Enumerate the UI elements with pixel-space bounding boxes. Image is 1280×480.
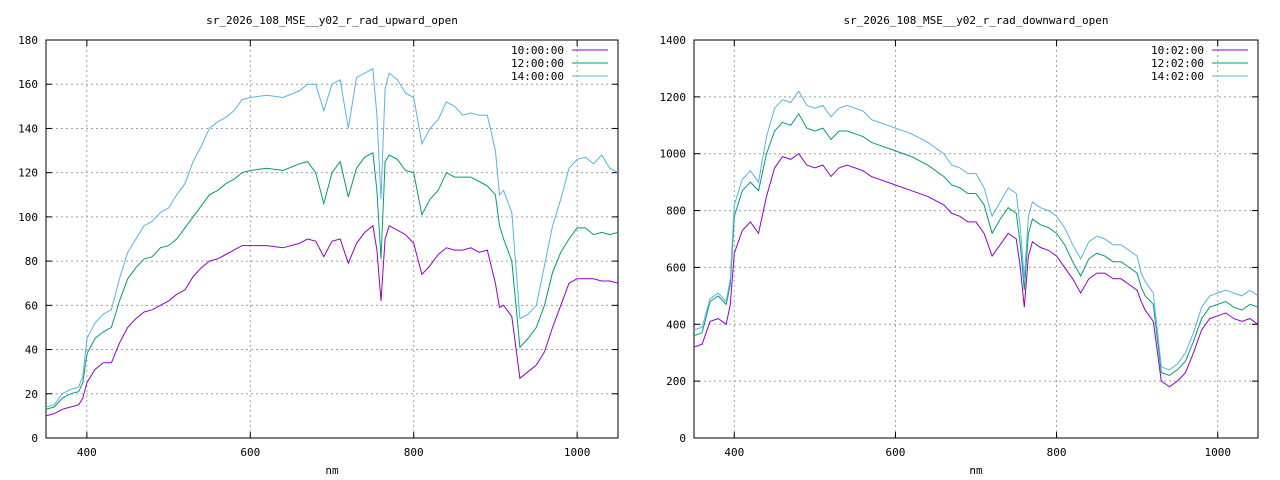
y-tick-label: 0 <box>679 432 686 445</box>
y-tick-label: 80 <box>25 255 38 268</box>
y-tick-label: 20 <box>25 388 38 401</box>
x-tick-label: 400 <box>77 446 97 459</box>
y-tick-label: 140 <box>18 122 38 135</box>
x-tick-label: 600 <box>240 446 260 459</box>
legend-label: 10:02:00 <box>1151 44 1204 57</box>
y-tick-label: 120 <box>18 167 38 180</box>
series-line-12-00-00 <box>46 152 618 410</box>
y-tick-label: 1400 <box>660 34 687 47</box>
chart-title: sr_2026_108_MSE__y02_r_rad_downward_open <box>844 14 1109 27</box>
legend-label: 10:00:00 <box>511 44 564 57</box>
y-tick-label: 40 <box>25 344 38 357</box>
series-line-14-02-00 <box>694 90 1258 371</box>
y-tick-label: 600 <box>666 261 686 274</box>
y-tick-label: 100 <box>18 211 38 224</box>
series-line-14-00-00 <box>46 67 618 408</box>
legend-label: 12:00:00 <box>511 57 564 70</box>
downward-radiance-chart: 400 600 800 1000 0 200 400 600 800 1000 1200 1400 sr… <box>660 14 1259 477</box>
x-tick-label: 600 <box>885 446 905 459</box>
chart-title: sr_2026_108_MSE__y02_r_rad_upward_open <box>206 14 458 27</box>
x-tick-label: 1000 <box>1204 446 1231 459</box>
x-tick-label: 1000 <box>564 446 591 459</box>
series-line-12-02-00 <box>694 112 1258 377</box>
y-tick-label: 200 <box>666 375 686 388</box>
legend-label: 12:02:00 <box>1151 57 1204 70</box>
x-tick-label: 800 <box>404 446 424 459</box>
y-tick-label: 160 <box>18 78 38 91</box>
x-tick-label: 800 <box>1047 446 1067 459</box>
plot-frame <box>45 39 619 439</box>
y-tick-label: 0 <box>31 432 38 445</box>
x-axis-label: nm <box>969 464 983 477</box>
legend-label: 14:00:00 <box>511 70 564 83</box>
plot-frame <box>693 39 1259 439</box>
y-tick-label: 400 <box>666 318 686 331</box>
upward-radiance-chart: 400 600 800 1000 0 20 40 60 80 100 120 140 160 180 sr_… <box>18 14 619 477</box>
y-tick-label: 60 <box>25 299 38 312</box>
x-axis-label: nm <box>325 464 339 477</box>
series-line-10-02-00 <box>694 153 1258 388</box>
series-line-10-00-00 <box>46 224 618 417</box>
x-tick-label: 400 <box>724 446 744 459</box>
y-tick-label: 1000 <box>660 148 687 161</box>
legend-label: 14:02:00 <box>1151 70 1204 83</box>
y-tick-label: 800 <box>666 205 686 218</box>
y-tick-label: 1200 <box>660 91 687 104</box>
y-tick-label: 180 <box>18 34 38 47</box>
